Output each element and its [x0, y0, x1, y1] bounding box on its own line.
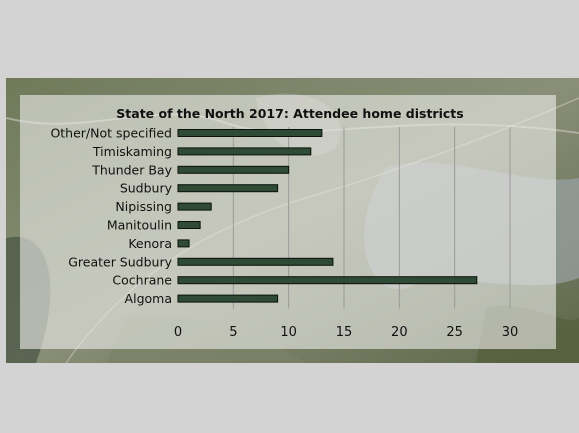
- bars: [177, 129, 478, 303]
- bar: [177, 221, 201, 229]
- chart-title: State of the North 2017: Attendee home d…: [116, 106, 463, 121]
- bar: [177, 147, 312, 156]
- x-tick-label: 10: [280, 325, 297, 340]
- category-label: Manitoulin: [107, 218, 172, 233]
- category-label: Cochrane: [112, 273, 172, 288]
- category-label: Timiskaming: [92, 144, 172, 159]
- bar: [177, 257, 334, 266]
- x-tick-label: 0: [174, 325, 182, 340]
- category-label: Other/Not specified: [50, 126, 172, 141]
- category-label: Nipissing: [115, 199, 172, 214]
- category-labels: Other/Not specified Timiskaming Thunder Ba…: [50, 126, 172, 307]
- bar: [177, 184, 279, 193]
- bar: [177, 276, 478, 285]
- category-label: Sudbury: [120, 181, 173, 196]
- category-label: Kenora: [128, 236, 172, 251]
- category-label: Algoma: [125, 291, 172, 306]
- category-label: Thunder Bay: [91, 162, 172, 177]
- bar: [177, 165, 290, 174]
- bar: [177, 202, 212, 211]
- x-tick-label: 5: [229, 325, 237, 340]
- chart-panel: State of the North 2017: Attendee home d…: [20, 95, 556, 349]
- x-tick-label: 15: [336, 325, 353, 340]
- category-label: Greater Sudbury: [68, 254, 172, 269]
- x-tick-label: 20: [391, 325, 408, 340]
- x-tick-label: 30: [502, 325, 519, 340]
- bar: [177, 294, 279, 303]
- bar: [177, 239, 190, 248]
- x-tick-labels: 0 5 10 15 20 25 30: [174, 325, 518, 340]
- attendee-bar-chart: State of the North 2017: Attendee home d…: [50, 106, 518, 340]
- bar: [177, 129, 323, 137]
- x-tick-label: 25: [446, 325, 463, 340]
